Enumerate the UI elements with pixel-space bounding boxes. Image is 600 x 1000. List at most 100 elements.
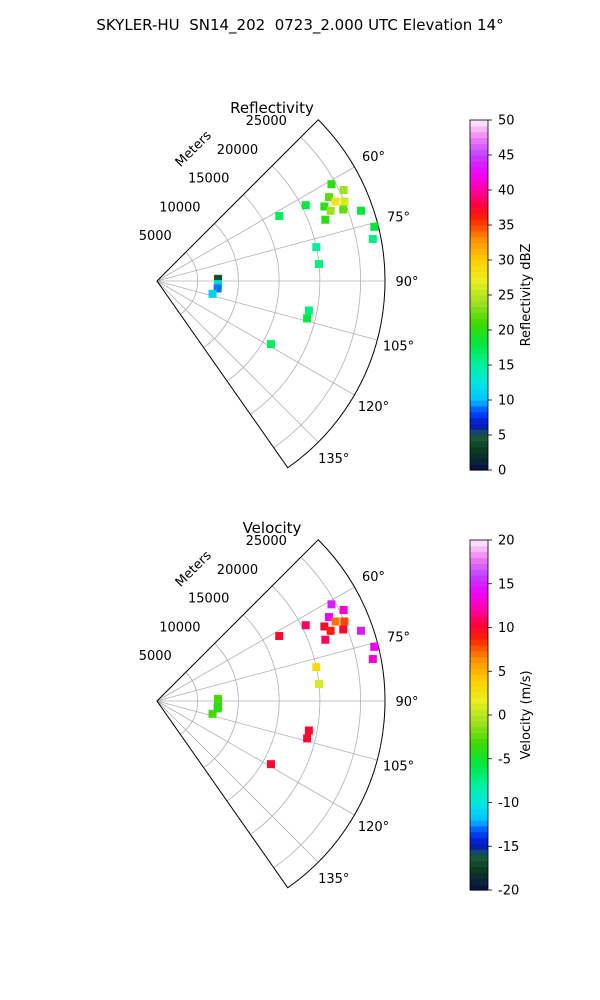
colorbar-segment: [470, 440, 488, 448]
colorbar-segment: [470, 306, 488, 314]
echo-cell: [327, 600, 336, 609]
colorbar-segment: [470, 347, 488, 354]
colorbar-segment: [470, 866, 488, 874]
colorbar-segment: [470, 720, 488, 728]
echo-cell: [303, 314, 312, 323]
echo-cell: [368, 235, 377, 244]
colorbar-segment: [470, 376, 488, 384]
range-ring: [250, 165, 321, 415]
echo-cell: [331, 617, 340, 626]
colorbar-label: Reflectivity dBZ: [519, 244, 534, 347]
azimuth-gridline: [156, 166, 355, 282]
echo-cell: [321, 215, 330, 224]
range-ring: [250, 585, 321, 835]
colorbar-segment: [470, 155, 488, 162]
colorbar-segment: [470, 808, 488, 815]
range-ring: [226, 194, 280, 382]
colorbar-segment: [470, 668, 488, 675]
colorbar-segment: [470, 872, 488, 879]
echo-cell: [213, 284, 222, 293]
azimuth-gridline: [156, 700, 355, 816]
colorbar-tick-label: 50: [498, 114, 515, 129]
colorbar-segment: [470, 796, 488, 804]
range-axis-label: Meters: [173, 548, 215, 590]
colorbar-segment: [470, 120, 488, 127]
azimuth-gridline: [156, 700, 319, 863]
colorbar-segment: [470, 715, 488, 722]
range-ring: [203, 223, 239, 349]
echo-cell: [304, 726, 313, 735]
colorbar-segment: [470, 627, 488, 634]
colorbar-segment: [470, 394, 488, 401]
echo-cell: [301, 201, 310, 210]
colorbar-tick-label: 15: [498, 359, 515, 374]
azimuth-gridline: [156, 221, 378, 282]
colorbar-segment: [470, 738, 488, 745]
echo-cell: [357, 626, 366, 635]
colorbar-segment: [470, 225, 488, 232]
colorbar-tick-label: 0: [498, 709, 506, 724]
echo-cell: [312, 663, 321, 672]
echo-cell: [339, 605, 348, 614]
colorbar-tick-label: 15: [498, 577, 515, 592]
azimuth-tick-label: 105°: [383, 760, 414, 775]
colorbar-segment: [470, 545, 488, 553]
range-tick-label: 15000: [188, 592, 229, 607]
echo-cell: [331, 197, 340, 206]
azimuth-tick-label: 75°: [387, 630, 410, 645]
azimuth-tick-label: 90°: [395, 275, 418, 290]
colorbar-segment: [470, 254, 488, 261]
range-tick-label: 25000: [246, 534, 287, 549]
colorbar-tick-label: 45: [498, 149, 515, 164]
echo-cell: [214, 694, 223, 703]
colorbar-segment: [470, 604, 488, 611]
colorbar-segment: [470, 814, 488, 821]
echo-cell: [324, 613, 333, 622]
azimuth-tick-label: 120°: [358, 400, 389, 415]
colorbar-segment: [470, 633, 488, 640]
colorbar-tick-label: 25: [498, 289, 515, 304]
colorbar-segment: [470, 691, 488, 699]
colorbar-segment: [470, 761, 488, 769]
colorbar-segment: [470, 172, 488, 179]
colorbar-segment: [470, 884, 488, 891]
colorbar-segment: [470, 260, 488, 267]
colorbar-segment: [470, 744, 488, 751]
echo-cell: [214, 274, 223, 283]
colorbar-segment: [470, 785, 488, 792]
echo-cell: [275, 212, 284, 221]
colorbar-segment: [470, 656, 488, 664]
echo-cell: [304, 306, 313, 315]
echo-cell: [266, 340, 275, 349]
echo-cell: [320, 202, 329, 211]
colorbar-segment: [470, 236, 488, 244]
azimuth-gridline: [156, 280, 378, 341]
colorbar-segment: [470, 365, 488, 372]
colorbar-segment: [470, 860, 488, 868]
echo-cell: [314, 679, 323, 688]
echo-cell: [357, 206, 366, 215]
colorbar-segment: [470, 277, 488, 284]
colorbar-segment: [470, 726, 488, 734]
range-ring: [226, 614, 280, 802]
azimuth-tick-label: 60°: [362, 150, 385, 165]
echo-cell: [208, 709, 217, 718]
colorbar-segment: [470, 195, 488, 203]
colorbar-segment: [470, 680, 488, 687]
colorbar-segment: [470, 615, 488, 623]
range-tick-label: 15000: [188, 172, 229, 187]
colorbar-segment: [470, 341, 488, 349]
colorbar-segment: [470, 382, 488, 389]
colorbar-segment: [470, 300, 488, 308]
colorbar-tick-label: -10: [498, 796, 519, 811]
echo-cell: [339, 185, 348, 194]
colorbar-segment: [470, 429, 488, 436]
colorbar-segment: [470, 213, 488, 220]
colorbar-segment: [470, 575, 488, 582]
sector-outline: [156, 119, 386, 469]
echo-cell: [339, 625, 348, 634]
echo-cell: [320, 622, 329, 631]
colorbar-tick-label: -15: [498, 840, 519, 855]
colorbar-segment: [470, 446, 488, 454]
